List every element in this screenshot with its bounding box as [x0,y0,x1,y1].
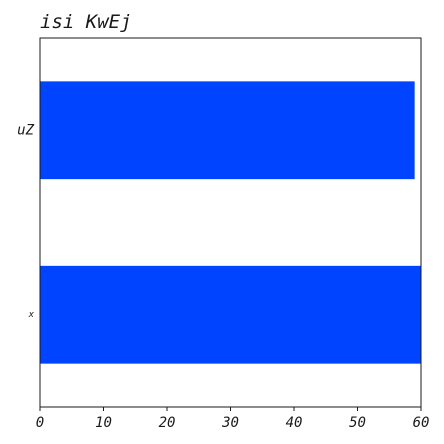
category-labels: uZ x [17,122,34,320]
bars-group [40,81,421,364]
x-tick-label-60: 60 [413,415,430,431]
category-label-x: x [28,310,35,320]
x-tick-label-40: 40 [286,415,303,431]
x-tick-label-0: 0 [36,415,44,431]
x-tick-label-20: 20 [159,415,176,431]
x-axis-ticks: 0 10 20 30 40 50 60 [36,407,430,431]
bar-uZ [40,81,415,180]
x-tick-label-30: 30 [221,415,239,431]
chart-title: isi KwEj [40,11,132,33]
bar-x [40,265,421,364]
x-tick-label-50: 50 [349,415,366,431]
x-tick-label-10: 10 [95,415,112,431]
category-label-uZ: uZ [17,122,34,138]
